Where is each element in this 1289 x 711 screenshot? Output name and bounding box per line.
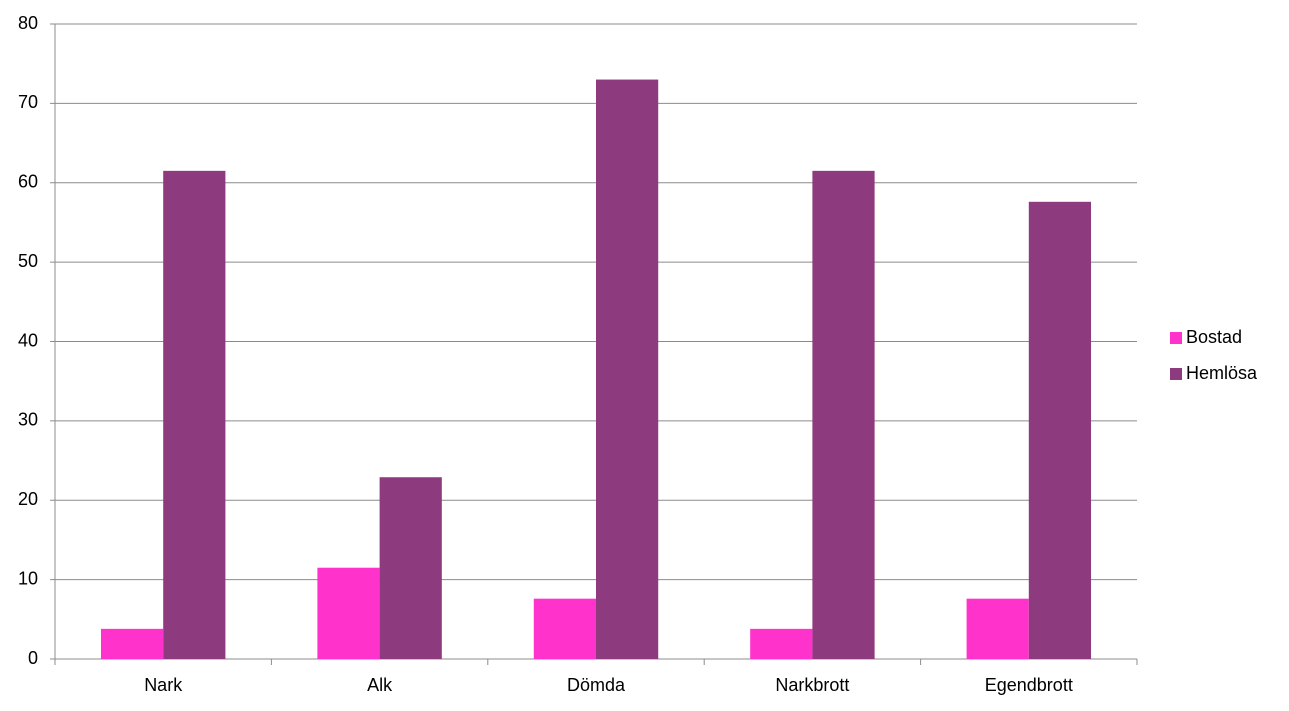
y-tick-label: 20 [18, 489, 38, 509]
bar [533, 598, 596, 659]
y-tick-label: 40 [18, 330, 38, 350]
x-tick-label: Alk [367, 675, 393, 695]
bar [379, 477, 442, 659]
bar [750, 628, 813, 659]
bar [317, 567, 380, 659]
legend-swatch [1170, 332, 1182, 344]
y-tick-label: 70 [18, 92, 38, 112]
y-tick-label: 0 [28, 648, 38, 668]
bar [596, 79, 659, 659]
y-tick-label: 80 [18, 13, 38, 33]
x-tick-label: Nark [144, 675, 183, 695]
x-tick-label: Egendbrott [985, 675, 1073, 695]
bar [966, 598, 1029, 659]
legend-label: Hemlösa [1186, 363, 1258, 383]
bar [812, 170, 875, 659]
y-tick-label: 30 [18, 410, 38, 430]
x-tick-label: Dömda [567, 675, 626, 695]
legend-swatch [1170, 368, 1182, 380]
bar [163, 170, 226, 659]
y-tick-label: 60 [18, 172, 38, 192]
legend-label: Bostad [1186, 327, 1242, 347]
x-tick-label: Narkbrott [775, 675, 849, 695]
bar [1028, 201, 1092, 660]
y-tick-label: 10 [18, 568, 38, 588]
bar [100, 628, 164, 659]
y-tick-label: 50 [18, 251, 38, 271]
